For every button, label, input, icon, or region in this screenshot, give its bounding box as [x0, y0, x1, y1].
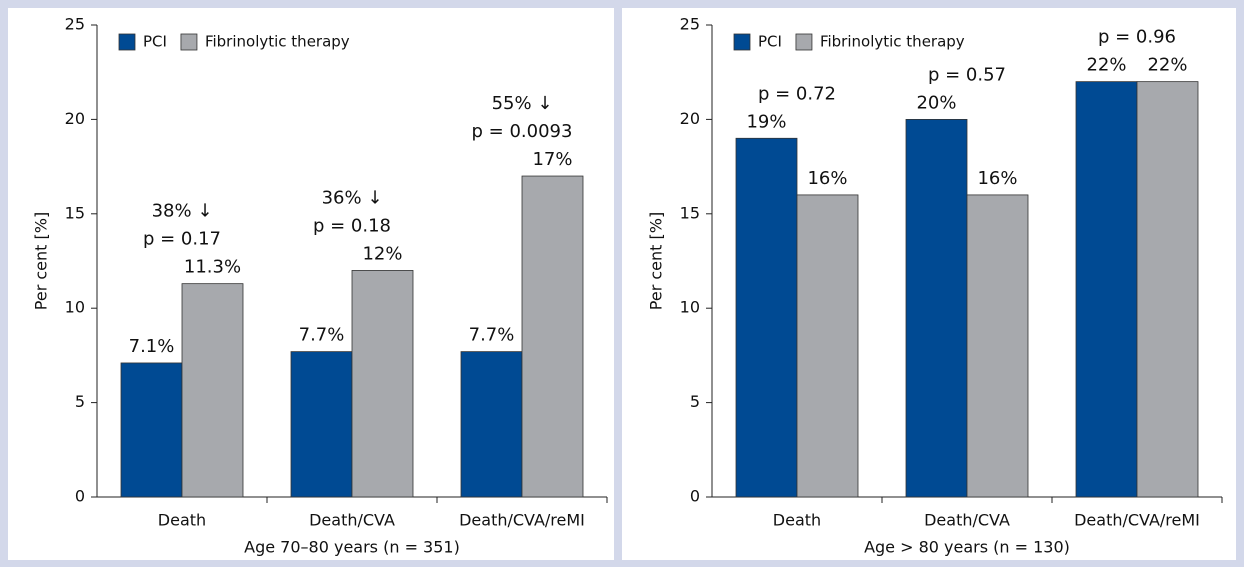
value-label: 17% — [532, 149, 572, 170]
value-label: 22% — [1086, 55, 1126, 76]
value-label: 7.1% — [129, 336, 175, 357]
legend-label: Fibrinolytic therapy — [820, 33, 965, 51]
y-tick-label: 25 — [680, 15, 700, 34]
x-tick-label: Death — [773, 511, 821, 530]
y-tick-label: 5 — [75, 392, 85, 411]
y-tick-label: 15 — [65, 203, 85, 222]
bar — [905, 119, 968, 498]
annotation: p = 0.17 — [143, 229, 221, 250]
value-label: 19% — [746, 111, 786, 132]
annotation: p = 0.57 — [928, 64, 1006, 85]
annotation: p = 0.96 — [1098, 27, 1176, 48]
y-tick-label: 10 — [65, 298, 85, 317]
x-tick-label: Death/CVA/reMI — [459, 511, 585, 530]
y-tick-label: 20 — [65, 109, 85, 128]
x-tick-label: Death/CVA/reMI — [1074, 511, 1200, 530]
x-tick-label: Death — [158, 511, 206, 530]
bar — [460, 351, 523, 498]
legend-label: PCI — [758, 33, 782, 51]
y-tick-label: 0 — [75, 487, 85, 506]
y-axis-label: Per cent [%] — [32, 212, 51, 310]
annotation: 36% ↓ — [322, 187, 383, 208]
legend-label: PCI — [143, 33, 167, 51]
value-label: 16% — [807, 168, 847, 189]
bar — [966, 194, 1029, 498]
value-label: 16% — [977, 168, 1017, 189]
annotation: 38% ↓ — [152, 201, 213, 222]
value-label: 20% — [916, 92, 956, 113]
y-tick-label: 0 — [690, 487, 700, 506]
bar — [181, 283, 244, 498]
x-tick-label: Death/CVA — [309, 511, 395, 530]
bar — [735, 137, 798, 498]
y-axis-label: Per cent [%] — [647, 212, 666, 310]
y-tick-label: 25 — [65, 15, 85, 34]
annotation: 55% ↓ — [492, 93, 553, 114]
legend-swatch — [118, 33, 136, 51]
bar — [290, 351, 353, 498]
bar — [1075, 81, 1138, 498]
y-tick-label: 15 — [680, 203, 700, 222]
x-axis-label: Age > 80 years (n = 130) — [864, 538, 1070, 557]
legend-swatch — [180, 33, 198, 51]
annotation: p = 0.18 — [313, 215, 391, 236]
y-tick-label: 5 — [690, 392, 700, 411]
y-tick-label: 10 — [680, 298, 700, 317]
legend-swatch — [795, 33, 813, 51]
value-label: 7.7% — [299, 325, 345, 346]
x-axis-label: Age 70–80 years (n = 351) — [244, 538, 460, 557]
bar — [521, 175, 584, 498]
x-tick-label: Death/CVA — [924, 511, 1010, 530]
legend-label: Fibrinolytic therapy — [205, 33, 350, 51]
annotation: p = 0.72 — [758, 83, 836, 104]
bar — [796, 194, 859, 498]
y-tick-label: 20 — [680, 109, 700, 128]
bar — [1136, 81, 1199, 498]
value-label: 22% — [1147, 55, 1187, 76]
value-label: 11.3% — [184, 257, 241, 278]
annotation: p = 0.0093 — [472, 121, 573, 142]
legend-swatch — [733, 33, 751, 51]
value-label: 7.7% — [469, 325, 515, 346]
bar — [120, 362, 183, 498]
value-label: 12% — [362, 243, 402, 264]
bar — [351, 270, 414, 498]
